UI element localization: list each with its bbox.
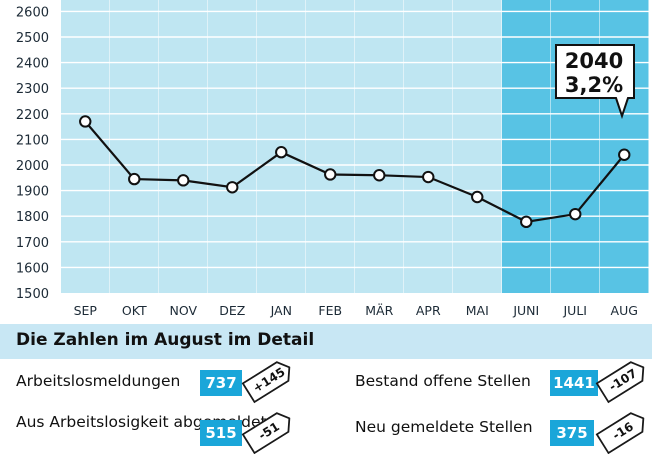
change-value-bestand-offene-stellen: -107 [606, 366, 640, 394]
x-tick-mai: MAI [466, 303, 489, 318]
series-line [84, 120, 626, 223]
x-tick-jan: JAN [270, 303, 292, 318]
callout-box [555, 44, 635, 120]
point-maer [373, 169, 386, 182]
x-tick-apr: APR [416, 303, 441, 318]
unemployment-line-chart: 1500 1600 1700 1800 1900 2000 2100 2200 2300 2400… [16, 0, 649, 318]
data-markers [79, 115, 631, 229]
y-tick-2500: 2500 [16, 31, 49, 46]
column-juni [502, 0, 551, 293]
x-axis-ticks: SEP OKT NOV DEZ JAN FEB MÄR APR MAI JUNI JULI AUG [74, 303, 638, 318]
point-aug [618, 148, 631, 161]
x-tick-juni: JUNI [512, 303, 539, 318]
detail-title: Die Zahlen im August im Detail [16, 330, 315, 350]
value-box-arbeitslosmeldungen: 737 [200, 370, 242, 396]
y-tick-2400: 2400 [16, 57, 49, 72]
change-tag-neu-gemeldete-stellen: -16 [595, 408, 650, 454]
callout-percent: 3,2% [565, 73, 623, 97]
y-tick-2100: 2100 [16, 133, 49, 148]
x-tick-okt: OKT [122, 303, 147, 318]
y-tick-1700: 1700 [16, 236, 49, 251]
x-tick-nov: NOV [169, 303, 197, 318]
point-okt [128, 172, 141, 186]
y-tick-1900: 1900 [16, 185, 49, 200]
column-feb [306, 0, 355, 293]
y-tick-1500: 1500 [16, 287, 49, 302]
x-tick-aug: AUG [611, 303, 638, 318]
point-juli [569, 207, 582, 221]
row-label-neu-gemeldete-stellen: Neu gemeldete Stellen [355, 418, 533, 436]
x-tick-dez: DEZ [219, 303, 245, 318]
point-juni [520, 215, 533, 229]
value-box-neu-gemeldete-stellen: 375 [550, 420, 594, 446]
column-aug [600, 0, 649, 293]
y-tick-2000: 2000 [16, 159, 49, 174]
x-tick-maer: MÄR [365, 303, 393, 318]
column-apr [404, 0, 453, 293]
column-okt [110, 0, 159, 293]
value-box-aus-arbeitslosigkeit: 515 [200, 420, 242, 446]
y-tick-2600: 2600 [16, 5, 49, 20]
column-mai [453, 0, 502, 293]
column-nov [159, 0, 208, 293]
x-tick-juli: JULI [563, 303, 588, 318]
point-dez [226, 181, 239, 194]
point-feb [324, 168, 337, 181]
column-juli [551, 0, 600, 293]
gridlines [61, 10, 649, 269]
y-tick-1600: 1600 [16, 261, 49, 276]
x-tick-sep: SEP [74, 303, 98, 318]
value-box-bestand-offene-stellen: 1441 [550, 370, 598, 396]
point-nov [177, 174, 190, 187]
y-axis-ticks: 1500 1600 1700 1800 1900 2000 2100 2200 2300 2400… [16, 5, 49, 302]
detail-header-band [0, 324, 652, 359]
point-sep [79, 115, 92, 128]
y-tick-2300: 2300 [16, 82, 49, 97]
callout-value: 2040 [565, 49, 623, 73]
column-dez [208, 0, 257, 293]
point-mai [471, 190, 484, 204]
change-value-neu-gemeldete-stellen: -16 [610, 419, 636, 443]
change-tag-bestand-offene-stellen: -107 [595, 357, 650, 404]
point-apr [422, 170, 435, 184]
row-label-bestand-offene-stellen: Bestand offene Stellen [355, 372, 531, 390]
callout-annotation: 2040 3,2% [555, 44, 635, 120]
y-tick-2200: 2200 [16, 108, 49, 123]
change-tag-arbeitslosmeldungen: +145 [241, 357, 296, 404]
column-maer [355, 0, 404, 293]
point-jan [275, 146, 288, 159]
x-tick-feb: FEB [318, 303, 342, 318]
column-sep [61, 0, 110, 293]
month-columns [61, 0, 649, 293]
row-label-arbeitslosmeldungen: Arbeitslosmeldungen [16, 372, 181, 390]
change-value-arbeitslosmeldungen: +145 [250, 364, 288, 396]
y-tick-1800: 1800 [16, 210, 49, 225]
